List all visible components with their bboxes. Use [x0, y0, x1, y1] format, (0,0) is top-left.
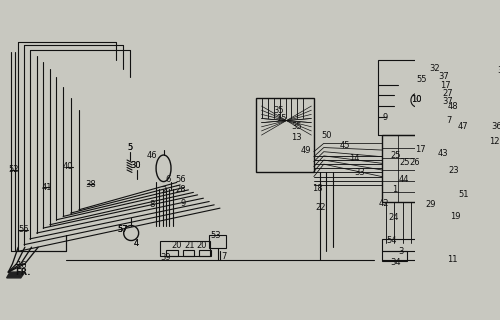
- Text: 20: 20: [172, 241, 182, 250]
- Text: 5: 5: [127, 143, 132, 152]
- Text: 41: 41: [41, 183, 51, 192]
- Text: 10: 10: [412, 95, 422, 104]
- Bar: [209, 235, 226, 248]
- Text: 51: 51: [458, 190, 468, 199]
- Text: 34: 34: [390, 258, 402, 267]
- Text: 5: 5: [127, 143, 132, 152]
- Text: 17: 17: [440, 81, 451, 90]
- Text: 31: 31: [497, 66, 500, 75]
- Text: 14: 14: [349, 154, 360, 163]
- Text: 8: 8: [149, 200, 154, 209]
- Text: 20: 20: [196, 241, 207, 250]
- Bar: [256, 98, 314, 172]
- Text: 56: 56: [176, 175, 186, 184]
- Text: 30: 30: [130, 161, 140, 170]
- Text: 48: 48: [447, 101, 458, 110]
- Text: 57: 57: [118, 225, 128, 234]
- Text: 28: 28: [176, 185, 186, 194]
- Text: 55: 55: [416, 75, 427, 84]
- Text: 24: 24: [388, 213, 399, 222]
- Text: 27: 27: [442, 89, 453, 98]
- Text: 9: 9: [382, 113, 388, 122]
- Text: 6: 6: [165, 175, 170, 184]
- Text: 1: 1: [392, 185, 398, 194]
- Text: 53: 53: [210, 231, 221, 240]
- Text: FR.: FR.: [16, 268, 31, 276]
- Text: 43: 43: [438, 149, 448, 158]
- Text: 50: 50: [321, 132, 332, 140]
- Text: 49: 49: [301, 146, 312, 155]
- Text: 44: 44: [398, 175, 408, 184]
- Text: 7: 7: [222, 252, 227, 261]
- Bar: [160, 241, 210, 256]
- Bar: [382, 239, 419, 251]
- Text: 21: 21: [184, 241, 194, 250]
- Text: 12: 12: [488, 137, 499, 146]
- Text: 35: 35: [274, 106, 284, 115]
- Text: 26: 26: [409, 158, 420, 167]
- Text: 45: 45: [340, 141, 350, 150]
- Text: 36: 36: [491, 122, 500, 131]
- Bar: [382, 135, 456, 202]
- Text: 29: 29: [426, 200, 436, 209]
- Text: 2: 2: [161, 186, 166, 195]
- Bar: [166, 250, 177, 256]
- Text: 57: 57: [118, 225, 128, 234]
- Text: 35: 35: [291, 122, 302, 131]
- Text: 46: 46: [146, 151, 157, 160]
- Text: 4: 4: [134, 239, 139, 248]
- Text: 4: 4: [134, 239, 139, 248]
- Bar: [382, 251, 407, 261]
- Polygon shape: [6, 272, 25, 278]
- Text: 25: 25: [399, 158, 409, 167]
- Text: 23: 23: [449, 166, 460, 175]
- Text: 47: 47: [458, 122, 468, 131]
- Text: 9: 9: [181, 199, 186, 209]
- Text: 22: 22: [315, 203, 326, 212]
- Text: 38: 38: [85, 180, 96, 188]
- Text: 7: 7: [446, 116, 452, 125]
- Text: 30: 30: [130, 161, 140, 170]
- Text: 42: 42: [379, 199, 390, 209]
- Text: 32: 32: [430, 64, 440, 73]
- Text: 11: 11: [447, 255, 458, 264]
- Bar: [378, 60, 500, 135]
- Text: 10: 10: [412, 95, 422, 104]
- Text: 13: 13: [291, 133, 302, 142]
- Text: 25: 25: [390, 151, 400, 160]
- Text: 37: 37: [438, 73, 448, 82]
- Bar: [182, 250, 194, 256]
- Text: 39: 39: [160, 253, 172, 262]
- Text: 37: 37: [442, 97, 453, 106]
- Text: 15: 15: [276, 114, 286, 123]
- Bar: [199, 250, 211, 256]
- Text: 3: 3: [398, 247, 404, 256]
- Text: 54: 54: [386, 236, 397, 245]
- Bar: [419, 247, 465, 262]
- Text: 19: 19: [450, 212, 461, 221]
- Text: 56: 56: [18, 225, 28, 234]
- Text: 33: 33: [354, 168, 365, 177]
- Text: 16: 16: [16, 261, 27, 270]
- Text: 40: 40: [63, 162, 74, 171]
- Text: 57: 57: [118, 225, 128, 234]
- Text: 18: 18: [312, 184, 322, 193]
- Text: 52: 52: [8, 165, 18, 174]
- Text: 17: 17: [415, 145, 426, 154]
